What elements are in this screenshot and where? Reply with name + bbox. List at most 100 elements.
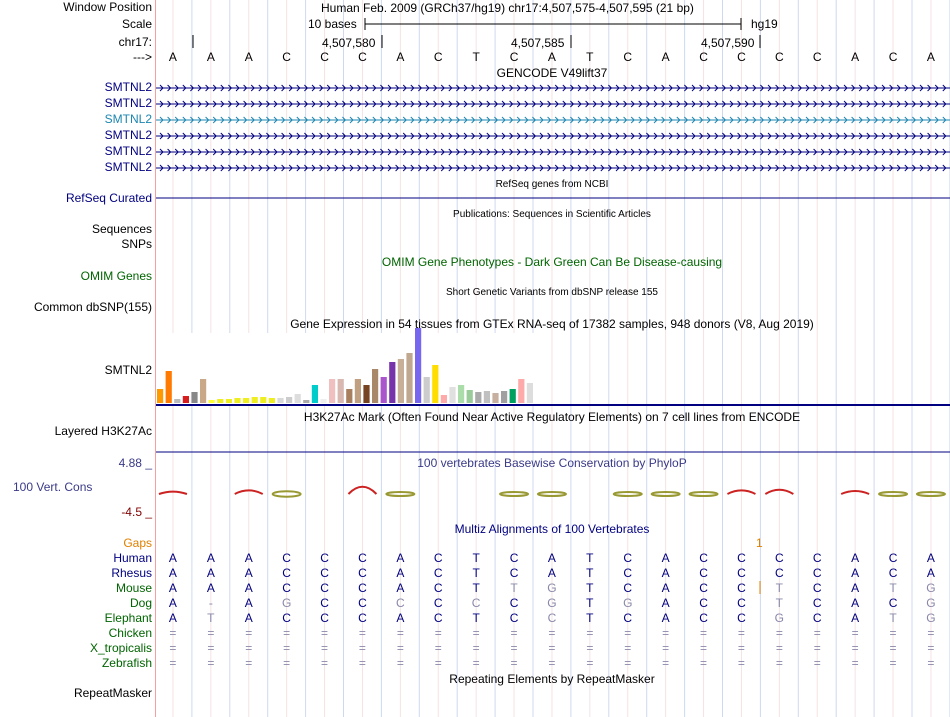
- track-labels: Window Position Scale chr17: ---> SMTNL2…: [0, 0, 155, 717]
- strand-arrow: [395, 132, 400, 140]
- dbsnp-label[interactable]: Common dbSNP(155): [33, 300, 152, 314]
- strand-arrow: [456, 164, 461, 172]
- strand-arrow: [699, 84, 704, 92]
- aligned-base: C: [812, 581, 822, 595]
- strand-arrow: [296, 164, 301, 172]
- strand-arrow: [684, 148, 689, 156]
- species-label[interactable]: Zebrafish: [101, 656, 152, 670]
- strand-arrow: [220, 84, 225, 92]
- strand-arrow: [577, 132, 582, 140]
- strand-arrow: [760, 164, 765, 172]
- gene-label[interactable]: SMTNL2: [104, 160, 152, 174]
- species-label[interactable]: Elephant: [104, 611, 152, 625]
- strand-arrow: [212, 132, 217, 140]
- strand-arrow: [790, 148, 795, 156]
- strand-arrow: [706, 164, 711, 172]
- strand-arrow: [889, 116, 894, 124]
- gtex-label[interactable]: SMTNL2: [104, 363, 152, 377]
- strand-arrow: [357, 84, 362, 92]
- gtex-bar: [415, 328, 422, 403]
- strand-arrow: [934, 148, 939, 156]
- aligned-base: =: [813, 656, 821, 670]
- strand-arrow: [463, 148, 468, 156]
- strand-arrow: [729, 132, 734, 140]
- strand-arrow: [836, 164, 841, 172]
- chrom-tick-label: 4,507,585: [511, 36, 565, 50]
- species-label[interactable]: Human: [113, 551, 152, 565]
- aligned-base: C: [699, 566, 708, 580]
- strand-arrow: [311, 84, 316, 92]
- aligned-base: C: [509, 596, 519, 610]
- gtex-bar: [509, 389, 516, 403]
- aligned-base: T: [472, 581, 480, 595]
- strand-arrow: [570, 148, 575, 156]
- strand-arrow: [509, 100, 514, 108]
- species-label[interactable]: Mouse: [115, 581, 152, 595]
- strand-arrow: [798, 164, 803, 172]
- species-label[interactable]: Rhesus: [111, 566, 152, 580]
- strand-arrow: [760, 132, 765, 140]
- label-divider: [155, 0, 156, 717]
- aligned-base: C: [812, 596, 822, 610]
- strand-arrow: [934, 84, 939, 92]
- strand-arrow: [889, 164, 894, 172]
- dna-base: A: [661, 50, 670, 64]
- gtex-bar: [406, 353, 413, 403]
- strand-arrow: [858, 100, 863, 108]
- strand-arrow: [463, 164, 468, 172]
- aligned-base: A: [168, 566, 177, 580]
- aligned-base: =: [700, 641, 708, 655]
- species-label[interactable]: Chicken: [108, 626, 152, 640]
- strand-arrow: [326, 164, 331, 172]
- gene-label[interactable]: SMTNL2: [104, 128, 152, 142]
- repeatmasker-label[interactable]: RepeatMasker: [73, 686, 152, 700]
- strand-arrow: [159, 148, 164, 156]
- strand-arrow: [266, 100, 271, 108]
- strand-arrow: [372, 100, 377, 108]
- publications-label[interactable]: Sequences: [91, 222, 152, 236]
- strand-arrow: [258, 148, 263, 156]
- strand-arrow: [592, 164, 597, 172]
- gene-label[interactable]: SMTNL2: [104, 80, 152, 94]
- aligned-base: =: [283, 656, 291, 670]
- strand-arrow: [364, 164, 369, 172]
- strand-arrow: [478, 148, 483, 156]
- species-label[interactable]: X_tropicalis: [89, 641, 152, 655]
- strand-arrow: [440, 100, 445, 108]
- species-label[interactable]: Dog: [129, 596, 152, 610]
- strand-arrow: [570, 84, 575, 92]
- h3k27ac-label[interactable]: Layered H3K27Ac: [54, 424, 152, 438]
- omim-label[interactable]: OMIM Genes: [80, 269, 152, 283]
- gene-label[interactable]: SMTNL2: [104, 96, 152, 110]
- strand-arrow: [159, 116, 164, 124]
- strand-arrow: [402, 132, 407, 140]
- aligned-base: -: [208, 596, 213, 610]
- strand-arrow: [288, 164, 293, 172]
- aligned-base: A: [168, 581, 177, 595]
- scale-bases-text: 10 bases: [308, 17, 357, 31]
- track-image[interactable]: Human Feb. 2009 (GRCh37/hg19) chr17:4,50…: [156, 0, 950, 717]
- strand-arrow: [934, 132, 939, 140]
- aligned-base: A: [851, 566, 860, 580]
- strand-arrow: [547, 164, 552, 172]
- strand-arrow: [463, 100, 468, 108]
- strand-arrow: [349, 132, 354, 140]
- gtex-bar: [380, 377, 387, 403]
- strand-arrow: [235, 84, 240, 92]
- strand-arrow: [729, 148, 734, 156]
- aligned-base: C: [888, 566, 898, 580]
- scale-label: Scale: [121, 17, 152, 31]
- refseq-label[interactable]: RefSeq Curated: [65, 191, 152, 205]
- strand-arrow: [600, 100, 605, 108]
- aligned-base: A: [926, 551, 935, 565]
- strand-arrow: [942, 84, 947, 92]
- strand-arrow: [638, 132, 643, 140]
- strand-arrow: [334, 116, 339, 124]
- strand-arrow: [539, 132, 544, 140]
- strand-arrow: [570, 132, 575, 140]
- gene-label[interactable]: SMTNL2: [104, 144, 152, 158]
- gene-label[interactable]: SMTNL2: [104, 112, 152, 126]
- strand-arrow: [554, 116, 559, 124]
- conservation-label[interactable]: 100 Vert. Cons: [13, 480, 93, 494]
- snps-label[interactable]: SNPs: [121, 237, 152, 251]
